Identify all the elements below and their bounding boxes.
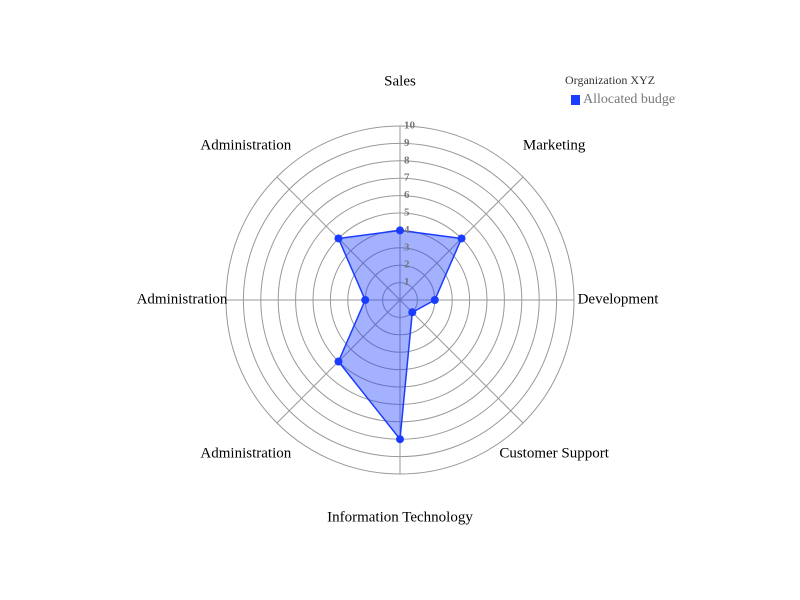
data-point <box>396 226 404 235</box>
data-point <box>430 296 439 304</box>
data-point <box>334 357 343 366</box>
data-point <box>361 296 370 304</box>
labels: Sales Marketing Development Customer Suppor… <box>137 73 660 525</box>
tick-label: 7 <box>404 172 410 184</box>
tick-label: 5 <box>404 207 410 219</box>
plot <box>334 226 466 444</box>
category-label: Administration <box>137 291 228 307</box>
tick-label: 3 <box>404 241 410 253</box>
legend-label: Allocated budget <box>583 92 679 107</box>
tick-label: 8 <box>404 154 410 166</box>
category-label: Sales <box>384 73 416 89</box>
radar-area <box>337 229 463 442</box>
category-label: Customer Support <box>499 446 609 462</box>
category-label: Information Technology <box>327 509 473 525</box>
tick-label: 10 <box>404 120 416 132</box>
legend-title: Organization XYZ <box>565 73 655 87</box>
spoke <box>399 299 524 424</box>
grid <box>225 125 575 475</box>
legend: Allocated budget Organization XYZ <box>565 73 679 107</box>
tick-label: 1 <box>404 276 410 288</box>
tick-label: 2 <box>404 259 410 271</box>
data-point <box>334 234 343 243</box>
category-label: Marketing <box>523 137 586 153</box>
data-point <box>396 435 404 444</box>
tick-label: 6 <box>404 189 410 201</box>
tick-label: 4 <box>404 224 410 236</box>
data-point <box>457 234 466 243</box>
data-point <box>408 308 417 317</box>
category-label: Administration <box>200 446 291 462</box>
tick-label: 9 <box>404 137 410 149</box>
category-label: Development <box>578 291 660 307</box>
legend-swatch <box>571 95 580 105</box>
category-label: Administration <box>200 137 291 153</box>
